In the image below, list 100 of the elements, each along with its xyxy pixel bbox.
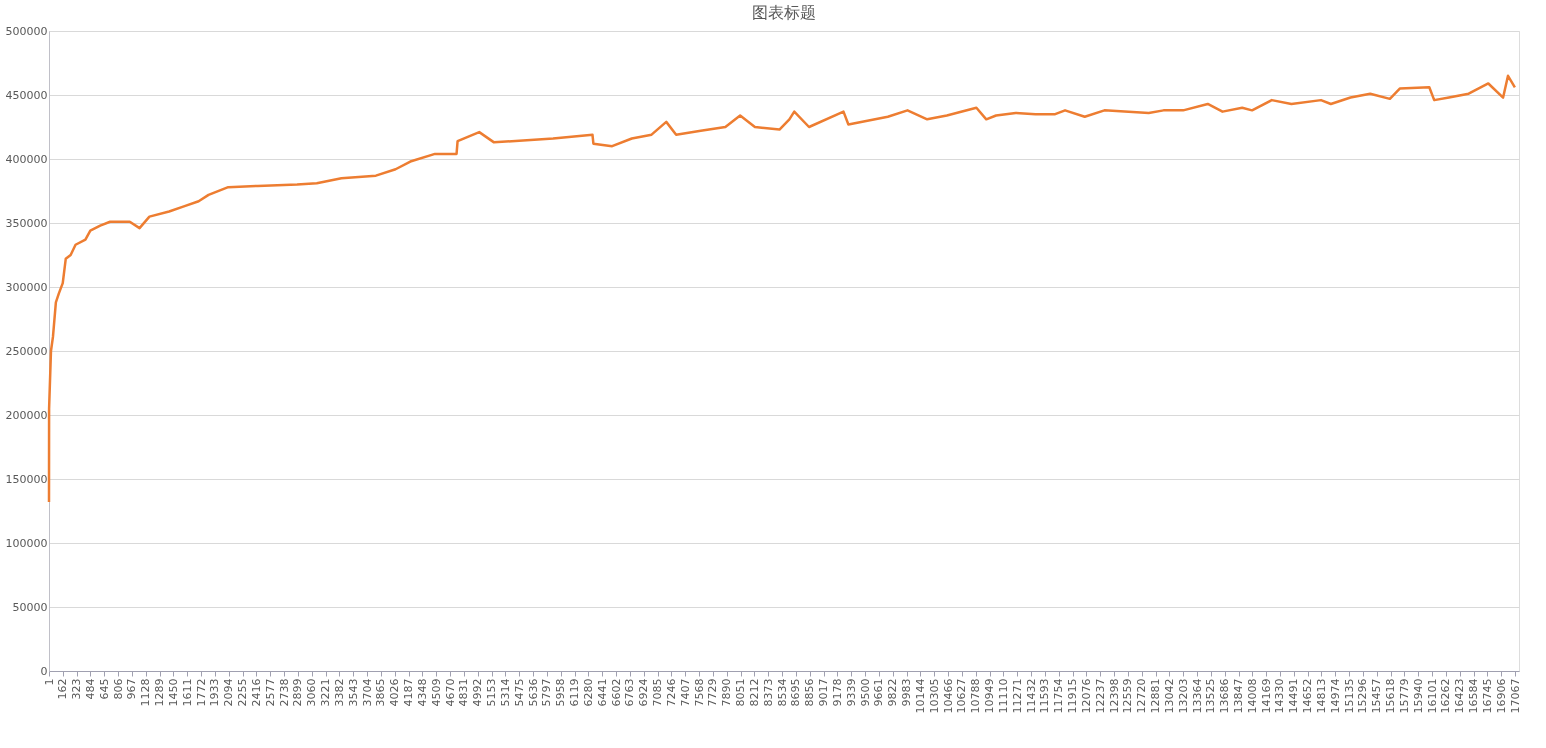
x-tick-label: 14974 xyxy=(1328,678,1342,714)
chart-title: 图表标题 xyxy=(752,3,816,22)
x-tick-label: 1933 xyxy=(208,678,222,707)
x-tick-label: 13847 xyxy=(1232,678,1246,714)
y-tick-label: 200000 xyxy=(5,408,48,422)
y-tick-label: 0 xyxy=(40,664,48,678)
x-tick-label: 9017 xyxy=(817,678,831,707)
x-tick-label: 645 xyxy=(97,678,111,700)
x-tick-label: 2577 xyxy=(263,678,277,707)
x-tick-label: 6924 xyxy=(637,678,651,707)
x-tick-label: 10305 xyxy=(927,678,941,714)
x-tick-label: 4026 xyxy=(388,678,402,707)
x-tick-label: 2899 xyxy=(291,678,305,707)
x-tick-label: 12237 xyxy=(1093,678,1107,714)
x-tick-label: 3865 xyxy=(374,678,388,707)
x-tick-label: 967 xyxy=(125,678,139,700)
x-tick-label: 9500 xyxy=(858,678,872,707)
x-tick-label: 4348 xyxy=(415,678,429,707)
x-tick-label: 7890 xyxy=(720,678,734,707)
y-tick-label: 400000 xyxy=(5,152,48,166)
x-tick-label: 8051 xyxy=(734,678,748,707)
x-tick-label: 323 xyxy=(70,678,84,700)
x-tick-label: 11915 xyxy=(1066,678,1080,714)
x-tick-label: 16745 xyxy=(1480,678,1494,714)
x-tick-label: 1128 xyxy=(139,678,153,707)
x-tick-label: 7407 xyxy=(678,678,692,707)
y-tick-label: 50000 xyxy=(12,600,48,614)
x-tick-label: 13203 xyxy=(1176,678,1190,714)
x-tick-label: 14330 xyxy=(1273,678,1287,714)
x-tick-label: 4187 xyxy=(402,678,416,707)
x-tick-label: 1611 xyxy=(180,678,194,707)
x-tick-label: 7568 xyxy=(692,678,706,707)
x-tick-label: 14169 xyxy=(1259,678,1273,714)
x-tick-label: 1450 xyxy=(166,678,180,707)
x-tick-label: 6280 xyxy=(581,678,595,707)
x-tick-label: 3060 xyxy=(305,678,319,707)
x-tick-label: 3704 xyxy=(360,678,374,707)
x-tick-label: 2255 xyxy=(236,678,250,707)
x-tick-label: 3543 xyxy=(346,678,360,707)
x-tick-label: 6441 xyxy=(595,678,609,707)
x-tick-label: 5475 xyxy=(512,678,526,707)
x-tick-label: 10144 xyxy=(913,678,927,714)
x-tick-label: 11593 xyxy=(1038,678,1052,714)
x-tick-label: 15135 xyxy=(1342,678,1356,714)
x-tick-label: 11271 xyxy=(1010,678,1024,714)
y-tick-label: 500000 xyxy=(5,24,48,38)
x-tick-label: 4670 xyxy=(443,678,457,707)
x-tick-label: 9339 xyxy=(844,678,858,707)
x-tick-label: 14813 xyxy=(1314,678,1328,714)
x-tick-label: 5314 xyxy=(498,678,512,707)
x-tick-label: 16584 xyxy=(1467,678,1481,714)
x-tick-label: 10627 xyxy=(955,678,969,714)
x-tick-label: 1289 xyxy=(153,678,167,707)
x-tick-label: 13042 xyxy=(1162,678,1176,714)
x-tick-label: 2738 xyxy=(277,678,291,707)
x-tick-label: 13364 xyxy=(1190,678,1204,714)
x-tick-label: 10788 xyxy=(969,678,983,714)
x-tick-label: 5153 xyxy=(485,678,499,707)
x-tick-label: 8534 xyxy=(775,678,789,707)
x-tick-label: 8695 xyxy=(789,678,803,707)
y-tick-label: 100000 xyxy=(5,536,48,550)
x-tick-label: 12881 xyxy=(1149,678,1163,714)
x-tick-label: 6602 xyxy=(609,678,623,707)
x-tick-label: 9178 xyxy=(830,678,844,707)
y-tick-label: 300000 xyxy=(5,280,48,294)
y-tick-label: 450000 xyxy=(5,88,48,102)
x-tick-label: 15457 xyxy=(1370,678,1384,714)
line-series xyxy=(47,74,1517,504)
x-tick-label: 1 xyxy=(42,678,56,686)
x-tick-label: 11432 xyxy=(1024,678,1038,714)
x-tick-label: 4509 xyxy=(429,678,443,707)
x-tick-label: 4992 xyxy=(471,678,485,707)
x-tick-label: 17067 xyxy=(1508,678,1522,714)
x-tick-label: 14652 xyxy=(1301,678,1315,714)
y-tick-label: 150000 xyxy=(5,472,48,486)
x-tick-label: 16101 xyxy=(1425,678,1439,714)
x-tick-label: 15779 xyxy=(1397,678,1411,714)
x-tick-label: 2416 xyxy=(249,678,263,707)
x-tick-label: 12720 xyxy=(1135,678,1149,714)
x-tick-label: 9822 xyxy=(886,678,900,707)
x-tick-label: 162 xyxy=(56,678,70,700)
x-tick-label: 15940 xyxy=(1411,678,1425,714)
x-tick-label: 16423 xyxy=(1453,678,1467,714)
x-tick-label: 7085 xyxy=(651,678,665,707)
x-tick-label: 6763 xyxy=(623,678,637,707)
x-tick-label: 10949 xyxy=(983,678,997,714)
x-tick-label: 806 xyxy=(111,678,125,700)
x-tick-label: 16906 xyxy=(1494,678,1508,714)
x-tick-label: 11110 xyxy=(996,678,1010,714)
y-tick-label: 250000 xyxy=(5,344,48,358)
x-tick-label: 13525 xyxy=(1204,678,1218,714)
x-tick-label: 15618 xyxy=(1384,678,1398,714)
x-tick-label: 8373 xyxy=(761,678,775,707)
x-tick-label: 7729 xyxy=(706,678,720,707)
x-tick-label: 4831 xyxy=(457,678,471,707)
x-tick-label: 6119 xyxy=(568,678,582,707)
x-tick-label: 13686 xyxy=(1218,678,1232,714)
x-tick-label: 1772 xyxy=(194,678,208,707)
x-tick-label: 2094 xyxy=(222,678,236,707)
x-tick-label: 12398 xyxy=(1107,678,1121,714)
